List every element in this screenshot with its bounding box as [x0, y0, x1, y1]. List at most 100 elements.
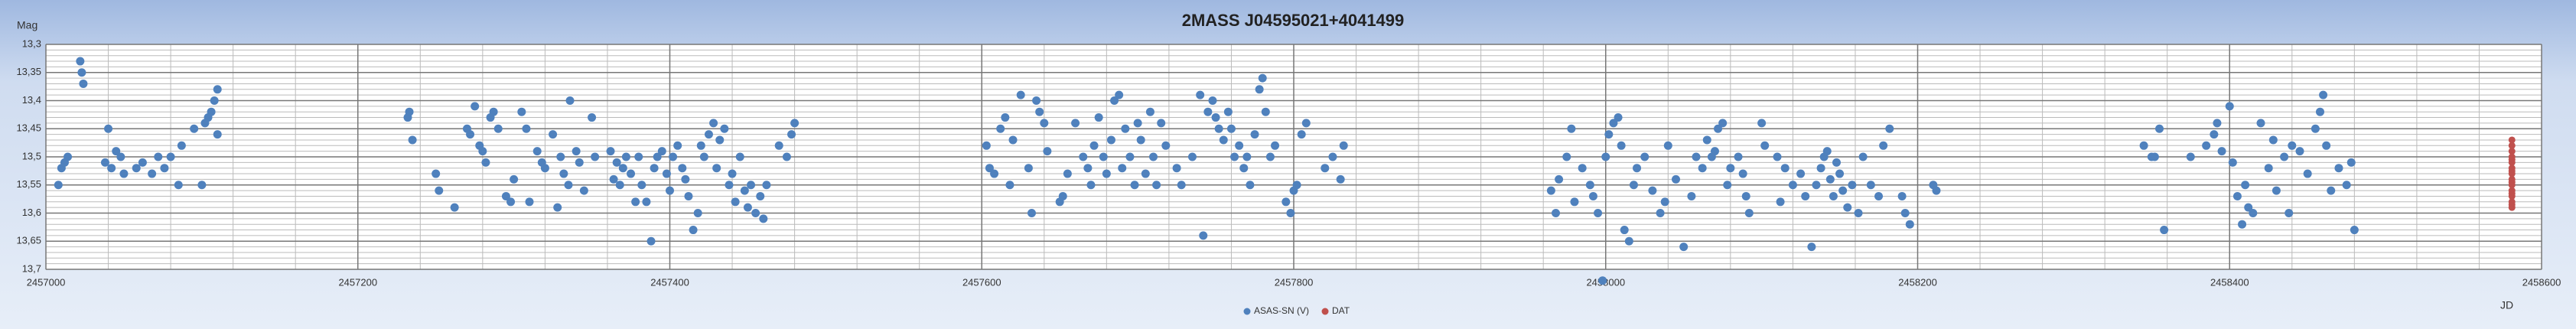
data-point — [1816, 164, 1825, 173]
data-point — [2327, 186, 2336, 195]
data-point — [1640, 152, 1649, 161]
data-point — [1079, 152, 1088, 161]
data-point — [489, 107, 498, 116]
data-point — [1016, 90, 1025, 99]
data-point — [2264, 164, 2273, 173]
data-point — [1601, 152, 1610, 161]
data-point — [1024, 164, 1033, 173]
data-point — [1196, 90, 1205, 99]
data-point — [1679, 243, 1689, 252]
data-point — [1848, 181, 1857, 190]
data-point — [715, 135, 725, 145]
data-point — [408, 135, 417, 145]
data-point — [1250, 130, 1259, 139]
data-point — [481, 158, 490, 167]
data-point — [1043, 147, 1052, 156]
data-point — [1102, 169, 1111, 178]
data-point — [532, 147, 542, 156]
data-point — [1835, 169, 1845, 178]
data-point — [588, 113, 597, 122]
data-point — [1858, 152, 1868, 161]
data-point — [1624, 236, 1633, 246]
data-point — [2508, 136, 2516, 144]
data-point — [471, 102, 480, 111]
data-point — [2315, 107, 2324, 116]
data-point — [1286, 209, 1295, 217]
data-point — [1734, 152, 1743, 161]
data-point — [1161, 141, 1171, 150]
data-point — [1807, 243, 1816, 252]
data-point — [1780, 164, 1790, 173]
data-point — [1629, 181, 1638, 190]
data-point — [1555, 174, 1564, 184]
data-point — [1187, 152, 1197, 161]
data-point — [549, 130, 558, 139]
data-point — [2160, 226, 2169, 235]
data-point — [174, 181, 183, 190]
data-point — [501, 191, 510, 200]
data-point — [606, 147, 615, 156]
data-point — [1203, 107, 1213, 116]
data-point — [553, 203, 562, 212]
data-point — [565, 96, 575, 105]
data-point — [116, 152, 125, 161]
data-point — [1301, 119, 1311, 128]
data-point — [591, 152, 600, 161]
data-point — [1214, 124, 1223, 133]
data-point — [790, 119, 800, 128]
y-tick-label: 13,3 — [22, 37, 41, 49]
data-point — [735, 152, 744, 161]
data-point — [1265, 152, 1275, 161]
data-point — [1698, 164, 1707, 173]
data-point — [1271, 141, 1280, 150]
data-point — [1235, 141, 1244, 150]
data-point — [1660, 197, 1669, 207]
data-point — [1211, 113, 1220, 122]
data-point — [1822, 147, 1832, 156]
data-point — [2210, 130, 2219, 139]
data-point — [564, 181, 573, 190]
data-point — [2508, 204, 2516, 211]
data-point — [1633, 164, 1642, 173]
data-point — [2186, 152, 2195, 161]
data-point — [1172, 164, 1181, 173]
data-point — [2508, 142, 2516, 149]
legend-label: ASAS-SN (V) — [1254, 305, 1309, 316]
data-point — [1714, 124, 1723, 133]
data-point — [740, 186, 749, 195]
data-point — [712, 164, 721, 173]
data-point — [1027, 209, 1036, 217]
data-point — [2272, 186, 2281, 195]
data-point — [2288, 141, 2297, 150]
data-point — [1578, 164, 1587, 173]
data-point — [1121, 124, 1130, 133]
data-point — [693, 209, 702, 217]
data-point — [1339, 141, 1348, 150]
data-point — [720, 124, 729, 133]
data-point — [1687, 191, 1696, 200]
data-point — [1230, 152, 1239, 161]
data-point — [666, 186, 674, 195]
data-point — [782, 152, 791, 161]
data-point — [2295, 147, 2304, 156]
data-point — [493, 124, 503, 133]
data-point — [540, 164, 549, 173]
data-point — [2280, 152, 2289, 161]
data-point — [148, 169, 157, 178]
data-point — [627, 169, 636, 178]
data-point — [1106, 135, 1115, 145]
data-point — [197, 181, 207, 190]
data-point — [1760, 141, 1770, 150]
data-point — [522, 124, 531, 133]
x-tick-label: 2458600 — [2522, 276, 2561, 288]
data-point — [1008, 135, 1018, 145]
data-point — [1281, 197, 1291, 207]
y-tick-label: 13,4 — [22, 94, 41, 106]
data-point — [213, 130, 222, 139]
data-point — [709, 119, 718, 128]
data-point — [673, 141, 682, 150]
data-point — [1115, 90, 1124, 99]
x-tick-label: 2457000 — [27, 276, 66, 288]
data-point — [731, 197, 740, 207]
data-point — [1110, 96, 1119, 105]
